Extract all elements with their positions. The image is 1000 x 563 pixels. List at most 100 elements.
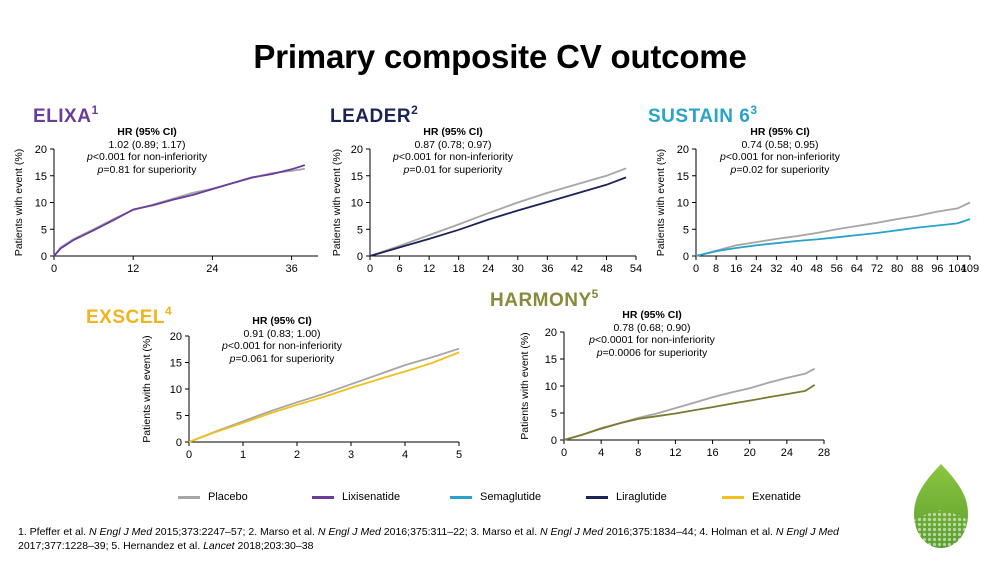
y-tick-label: 0 xyxy=(357,251,363,263)
x-tick-label: 28 xyxy=(818,447,830,459)
p-noninferiority-text: <0.001 for non-inferiority xyxy=(725,151,840,163)
p-symbol: p xyxy=(403,163,410,176)
x-tick-label: 48 xyxy=(811,263,823,275)
p-noninferiority: p<0.001 for non-inferiority xyxy=(62,151,232,164)
trial-title-exscel: EXSCEL4 xyxy=(86,304,172,329)
y-tick-label: 5 xyxy=(683,224,689,236)
p-symbol: p xyxy=(229,352,236,365)
ref-journal: N Engl J Med xyxy=(540,526,604,538)
leaf-logo xyxy=(914,464,968,548)
x-tick-label: 6 xyxy=(396,263,402,275)
y-axis-label: Patients with event (%) xyxy=(519,332,531,439)
ref-text: 2017;377:1228–39; 5. Hernandez et al. xyxy=(18,540,204,552)
x-tick-label: 0 xyxy=(367,263,373,275)
x-tick-label: 3 xyxy=(348,449,354,461)
p-symbol: p xyxy=(97,163,104,176)
x-tick-label: 24 xyxy=(750,263,762,275)
x-tick-label: 24 xyxy=(206,263,218,275)
x-tick-label: 42 xyxy=(571,263,583,275)
p-superiority-text: =0.02 for superiority xyxy=(736,163,830,176)
series-line-placebo xyxy=(695,201,971,257)
y-tick-label: 10 xyxy=(677,198,689,210)
hr-header: HR (95% CI) xyxy=(750,126,810,138)
x-tick-label: 1 xyxy=(240,449,246,461)
trial-name: SUSTAIN 6 xyxy=(648,106,751,127)
trial-ref: 2 xyxy=(411,103,419,117)
p-symbol: p xyxy=(87,151,93,163)
y-tick-label: 20 xyxy=(677,144,689,156)
x-tick-label: 104 xyxy=(948,263,966,275)
p-superiority: p=0.0006 for superiority xyxy=(562,347,742,360)
y-tick-label: 5 xyxy=(176,411,182,423)
hr-box-elixa: HR (95% CI) 1.02 (0.89; 1.17) p<0.001 fo… xyxy=(62,126,232,176)
trial-title-elixa: ELIXA1 xyxy=(33,103,99,128)
y-tick-label: 0 xyxy=(551,435,557,447)
hr-box-exscel: HR (95% CI) 0.91 (0.83; 1.00) p<0.001 fo… xyxy=(197,315,367,365)
x-tick-label: 4 xyxy=(402,449,408,461)
ref-text: 2016;375:311–22; 3. Marso et al. xyxy=(380,526,541,538)
p-noninferiority-text: <0.0001 for non-inferiority xyxy=(594,334,715,346)
page-title: Primary composite CV outcome xyxy=(253,38,747,75)
y-axis-label: Patients with event (%) xyxy=(655,149,667,256)
legend-label: Lixisenatide xyxy=(342,491,401,503)
hr-box-leader: HR (95% CI) 0.87 (0.78; 0.97) p<0.001 fo… xyxy=(368,126,538,176)
ref-text: 1. Pfeffer et al. xyxy=(18,526,90,538)
hr-header: HR (95% CI) xyxy=(117,126,177,138)
y-tick-label: 5 xyxy=(551,408,557,420)
p-superiority-text: =0.01 for superiority xyxy=(409,163,503,176)
series-line-liraglutide xyxy=(369,176,627,257)
x-tick-label: 2 xyxy=(294,449,300,461)
x-tick-label: 96 xyxy=(931,263,943,275)
series-line-semaglutide xyxy=(695,218,971,257)
x-tick-label: 88 xyxy=(911,263,923,275)
x-tick-label: 16 xyxy=(730,263,742,275)
y-axis-label: Patients with event (%) xyxy=(141,335,153,442)
p-superiority: p=0.01 for superiority xyxy=(368,164,538,177)
p-symbol: p xyxy=(589,334,595,346)
p-noninferiority: p<0.0001 for non-inferiority xyxy=(562,334,742,347)
x-tick-label: 24 xyxy=(482,263,494,275)
y-tick-label: 20 xyxy=(545,327,557,339)
y-axis-label: Patients with event (%) xyxy=(331,149,343,256)
x-tick-label: 48 xyxy=(600,263,612,275)
series-line-exenatide xyxy=(188,351,460,443)
p-symbol: p xyxy=(720,151,726,163)
x-tick-label: 16 xyxy=(706,447,718,459)
y-tick-label: 0 xyxy=(41,251,47,263)
hr-header: HR (95% CI) xyxy=(423,126,483,138)
ref-journal: N Engl J Med xyxy=(89,526,153,538)
hr-box-sustain6: HR (95% CI) 0.74 (0.58; 0.95) p<0.001 fo… xyxy=(695,126,865,176)
x-tick-label: 56 xyxy=(831,263,843,275)
p-superiority: p=0.81 for superiority xyxy=(62,164,232,177)
p-superiority: p=0.061 for superiority xyxy=(197,353,367,366)
y-tick-label: 0 xyxy=(683,251,689,263)
legend-label: Exenatide xyxy=(752,491,801,503)
trial-title-leader: LEADER2 xyxy=(330,103,418,128)
x-tick-label: 36 xyxy=(285,263,297,275)
x-tick-label: 40 xyxy=(790,263,802,275)
hr-header: HR (95% CI) xyxy=(252,315,312,327)
y-tick-label: 10 xyxy=(170,384,182,396)
y-tick-label: 5 xyxy=(41,224,47,236)
legend-label: Placebo xyxy=(208,491,248,503)
series-line-placebo xyxy=(369,167,627,257)
y-tick-label: 15 xyxy=(545,354,557,366)
x-tick-label: 80 xyxy=(891,263,903,275)
x-tick-label: 24 xyxy=(781,447,793,459)
ref-text: 2016;375:1834–44; 4. Holman et al. xyxy=(603,526,776,538)
legend-swatch xyxy=(586,495,608,499)
series-line-placebo xyxy=(188,347,460,443)
x-tick-label: 12 xyxy=(127,263,139,275)
y-tick-label: 15 xyxy=(351,171,363,183)
legend-item-exenatide: Exenatide xyxy=(722,491,801,503)
p-noninferiority-text: <0.001 for non-inferiority xyxy=(92,151,207,163)
hr-header: HR (95% CI) xyxy=(622,309,682,321)
p-symbol: p xyxy=(596,346,603,359)
hr-value: 0.74 (0.58; 0.95) xyxy=(741,138,819,151)
y-tick-label: 20 xyxy=(35,144,47,156)
x-tick-label: 5 xyxy=(456,449,462,461)
trial-name: EXSCEL xyxy=(86,307,166,328)
trial-name: ELIXA xyxy=(33,106,92,127)
p-superiority-text: =0.81 for superiority xyxy=(103,163,197,176)
legend-swatch xyxy=(312,495,334,499)
